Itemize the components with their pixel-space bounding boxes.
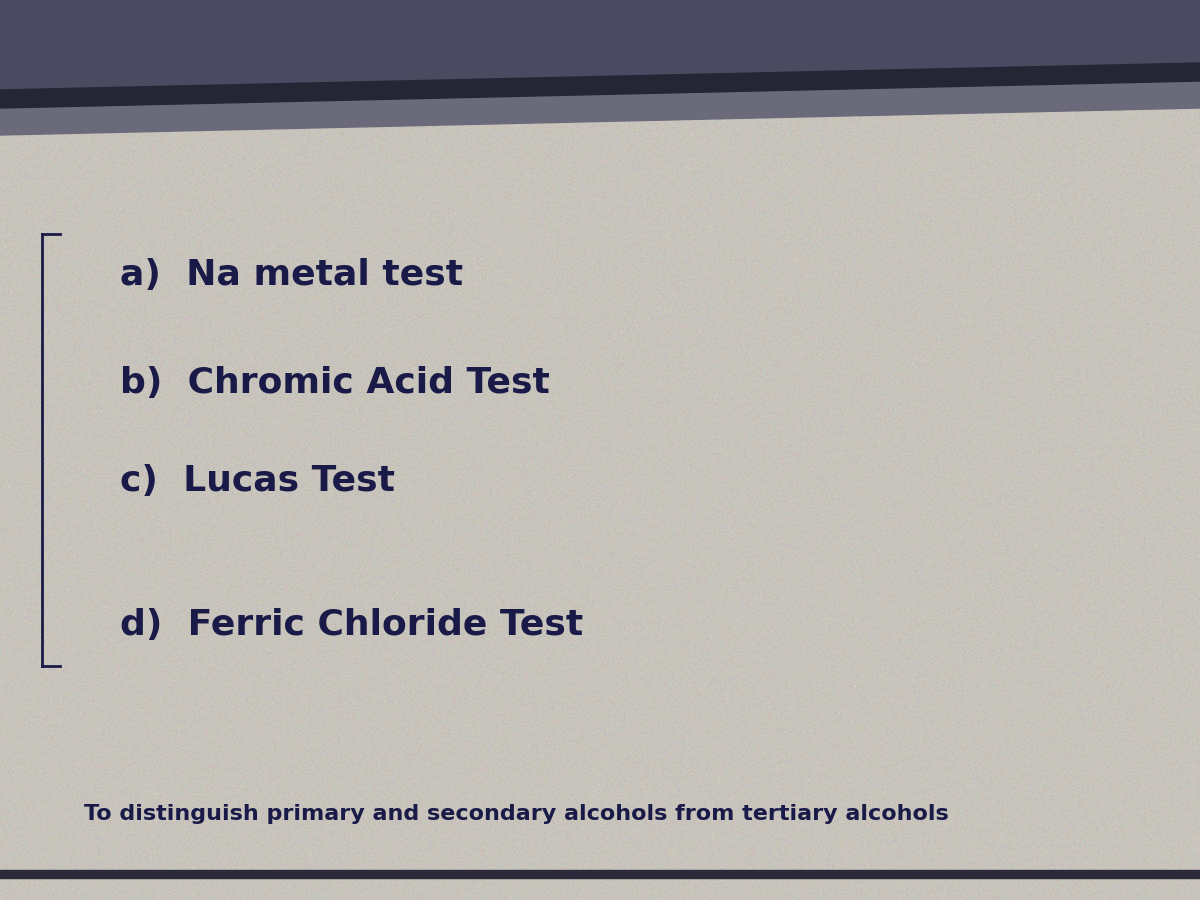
Text: c)  Lucas Test: c) Lucas Test	[120, 464, 395, 499]
Text: To distinguish primary and secondary alcohols from tertiary alcohols: To distinguish primary and secondary alc…	[84, 805, 949, 824]
Polygon shape	[0, 63, 1200, 108]
Polygon shape	[0, 0, 1200, 90]
Polygon shape	[0, 81, 1200, 135]
Bar	[0, 870, 1200, 878]
Text: b)  Chromic Acid Test: b) Chromic Acid Test	[120, 365, 550, 400]
Text: a)  Na metal test: a) Na metal test	[120, 257, 463, 292]
Text: d)  Ferric Chloride Test: d) Ferric Chloride Test	[120, 608, 583, 643]
